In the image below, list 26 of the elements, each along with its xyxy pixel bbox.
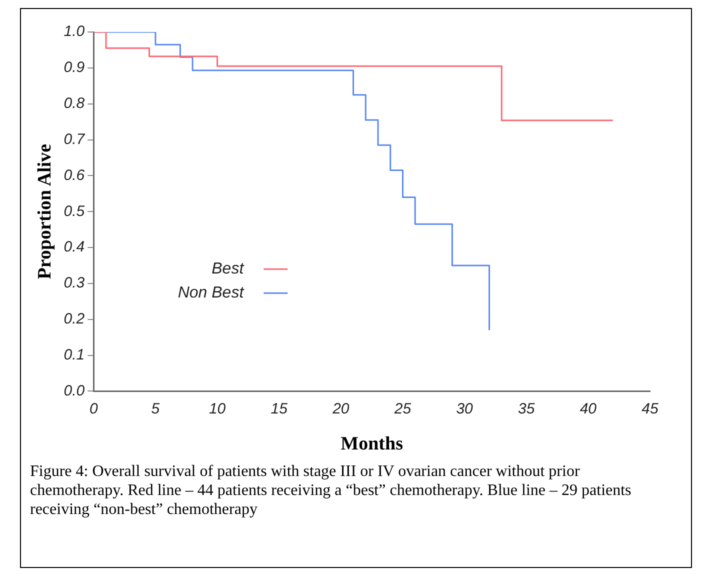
y-tick-label: 0.0: [64, 382, 86, 400]
x-axis-title: Months: [340, 434, 403, 455]
y-axis-title: Proportion Alive: [34, 144, 56, 280]
y-tick-label: 0.3: [64, 274, 86, 292]
y-tick-label: 1.0: [64, 23, 86, 40]
legend-label: Non Best: [178, 284, 244, 302]
y-tick-label: 0.4: [64, 238, 85, 256]
y-tick-label: 0.7: [64, 130, 86, 148]
x-tick-label: 0: [89, 400, 98, 418]
caption: Figure 4: Overall survival of patients with stage III or IV ovarian cancer without prior chemotherapy. Red line – 44 patients receiving a “best” chemotherapy. Blue line – 29 patients receiving “non-best” chemotherapy: [30, 462, 632, 519]
x-tick-label: 25: [393, 400, 412, 418]
y-tick-label: 0.2: [64, 310, 86, 328]
x-tick-label: 30: [456, 400, 474, 418]
y-tick-label: 0.6: [64, 166, 86, 184]
y-tick-label: 0.9: [64, 59, 86, 76]
x-tick-label: 40: [580, 400, 598, 418]
y-tick-label: 0.1: [64, 346, 85, 364]
y-tick-label: 0.8: [64, 95, 86, 112]
y-tick-label: 0.5: [64, 202, 86, 220]
x-tick-label: 10: [208, 400, 226, 418]
x-tick-label: 20: [332, 400, 350, 418]
legend-label: Best: [212, 260, 244, 278]
x-tick-label: 5: [151, 400, 160, 418]
x-tick-label: 45: [642, 400, 659, 418]
x-tick-label: 35: [518, 400, 536, 418]
x-tick-label: 15: [270, 400, 288, 418]
